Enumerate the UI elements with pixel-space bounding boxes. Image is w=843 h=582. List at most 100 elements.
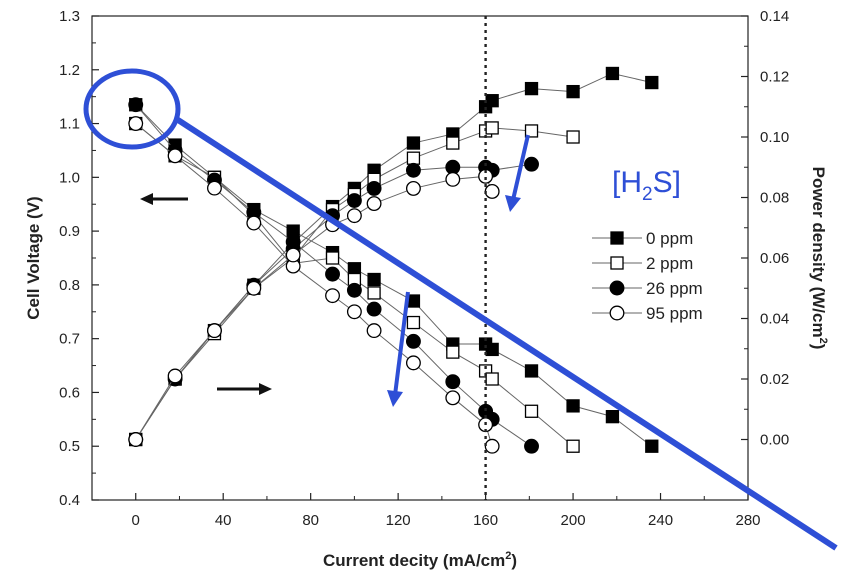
legend-label: 95 ppm: [646, 304, 703, 323]
right-arrow: [217, 383, 272, 395]
voltage-point: [367, 272, 381, 287]
diagonal-line: [173, 115, 838, 551]
y-right-tick-label: 0.00: [760, 432, 789, 449]
voltage-point: [128, 97, 144, 113]
x-tick-label: 0: [132, 512, 140, 529]
y-left-tick-label: 1.1: [59, 116, 80, 133]
y-left-tick-label: 0.9: [59, 223, 80, 240]
x-tick-label: 160: [473, 512, 498, 529]
voltage-point: [445, 390, 461, 406]
ticks-layer: 0 40 80 120 160 200 240 280 0.4 0.5 0.6 0.7 0.8 0.9 1.…: [59, 8, 789, 529]
y-left-axis-title: Cell Voltage (V): [24, 196, 43, 319]
voltage-point: [207, 180, 222, 196]
power-point: [566, 130, 580, 144]
voltage-point: [566, 399, 580, 413]
power-point: [246, 280, 262, 296]
power-point: [207, 323, 222, 339]
power-point: [406, 151, 421, 165]
y-right-tick-label: 0.02: [760, 371, 789, 388]
y-right-tick-label: 0.04: [760, 311, 789, 328]
power-point: [346, 193, 362, 208]
x-tick-label: 240: [648, 512, 673, 529]
voltage-point: [366, 301, 382, 317]
y-right-tick-label: 0.10: [760, 129, 789, 146]
voltage-point: [484, 438, 500, 454]
y-left-tick-label: 0.7: [59, 331, 80, 348]
power-point: [128, 432, 144, 447]
power-point: [524, 124, 539, 138]
x-tick-label: 200: [561, 512, 586, 529]
y-left-tick-label: 0.5: [59, 438, 80, 455]
power-point: [405, 180, 421, 196]
x-tick-label: 120: [386, 512, 411, 529]
power-point: [485, 121, 499, 135]
voltage-point: [524, 438, 539, 454]
down-arrow-lower-head: [387, 390, 403, 407]
voltage-point: [445, 374, 461, 390]
voltage-point: [346, 304, 362, 320]
y-left-tick-label: 0.8: [59, 277, 80, 294]
power-point: [524, 81, 539, 96]
x-tick-label: 40: [215, 512, 232, 529]
voltage-line-0-ppm: [135, 104, 653, 447]
power-point: [645, 75, 659, 90]
power-point: [405, 162, 421, 178]
voltage-point: [128, 116, 144, 132]
voltage-point: [485, 342, 499, 357]
y-right-tick-label: 0.14: [760, 8, 789, 25]
series-95-ppm: [128, 116, 500, 454]
voltage-point: [405, 355, 421, 371]
power-point: [446, 136, 460, 150]
voltage-point: [325, 288, 340, 304]
y-left-tick-label: 1.0: [59, 169, 80, 186]
blue-overlay: [83, 68, 838, 551]
power-point: [167, 368, 183, 384]
power-point: [406, 136, 421, 150]
voltage-point: [605, 409, 620, 424]
y-left-tick-label: 0.4: [59, 492, 80, 509]
power-point: [566, 84, 580, 99]
legend-marker: [610, 231, 624, 245]
power-point: [366, 196, 382, 212]
legend-marker: [609, 280, 625, 296]
power-point: [478, 168, 494, 184]
voltage-point: [366, 323, 382, 339]
voltage-point: [446, 345, 460, 359]
power-point: [484, 183, 500, 199]
y-right-tick-label: 0.06: [760, 250, 789, 267]
x-axis-title: Current decity (mA/cm2): [323, 550, 517, 570]
voltage-point: [524, 404, 539, 418]
y-right-tick-label: 0.12: [760, 69, 789, 86]
y-left-tick-label: 0.6: [59, 384, 80, 401]
y-right-tick-label: 0.08: [760, 190, 789, 207]
power-point: [285, 247, 301, 263]
y-left-tick-label: 1.2: [59, 62, 80, 79]
voltage-point: [346, 282, 362, 298]
down-arrow-upper-shaft: [511, 134, 530, 201]
power-point: [366, 180, 382, 196]
h2s-annotation: [H2S]: [612, 166, 681, 205]
x-tick-label: 280: [735, 512, 760, 529]
down-arrow-upper-head: [505, 195, 521, 212]
power-point: [605, 66, 620, 81]
power-point: [346, 208, 362, 224]
voltage-point: [367, 286, 381, 300]
legend-marker: [609, 305, 625, 321]
y-right-axis-title: Power density (W/cm2): [809, 167, 829, 350]
legend-label: 0 ppm: [646, 229, 693, 248]
left-arrow: [140, 193, 188, 205]
x-tick-label: 80: [302, 512, 319, 529]
voltage-point: [645, 439, 659, 453]
down-arrow-lower-shaft: [393, 291, 410, 396]
power-point: [524, 156, 539, 172]
voltage-point: [405, 333, 421, 349]
voltage-point: [246, 215, 262, 231]
legend: 0 ppm 2 ppm 26 ppm 95 ppm: [592, 229, 703, 323]
highlight-circle: [83, 68, 181, 150]
legend-marker: [610, 256, 624, 270]
legend-label: 26 ppm: [646, 279, 703, 298]
y-left-tick-label: 1.3: [59, 8, 80, 25]
voltage-point: [406, 315, 421, 330]
